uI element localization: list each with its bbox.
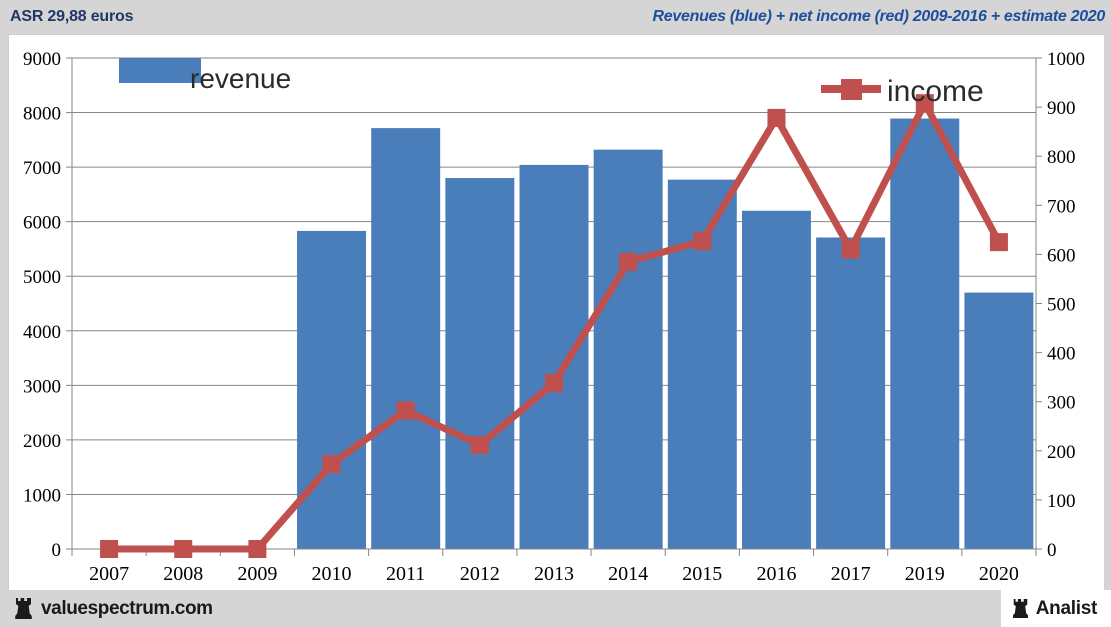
chart-panel: 0 1000 2000 3000 4000 5000 6000 7000 8000 9000 0 10…	[8, 34, 1104, 591]
bar	[445, 178, 515, 549]
chart-svg: 0 1000 2000 3000 4000 5000 6000 7000 8000 9000 0 10…	[9, 35, 1104, 591]
y-tick-label-left: 5000	[23, 267, 61, 288]
chart-title: Revenues (blue) + net income (red) 2009-…	[652, 8, 1106, 25]
x-tick-label: 2013	[534, 563, 574, 585]
y-axis-right: 0 100 200 300 400 500 600 700 800 900 1000	[1036, 49, 1085, 561]
legend-marker-income	[841, 79, 862, 100]
analist-label: Analist	[1035, 597, 1098, 619]
y-tick-label-left: 9000	[23, 49, 61, 70]
y-tick-label-right: 900	[1047, 98, 1076, 119]
y-tick-label-left: 8000	[23, 104, 61, 125]
income-marker	[100, 540, 119, 558]
y-tick-label-right: 700	[1047, 196, 1076, 217]
y-tick-label-left: 4000	[23, 322, 61, 343]
window-footer: valuespectrum.com Analist	[0, 590, 1111, 627]
y-tick-label-left: 7000	[23, 158, 61, 179]
brand[interactable]: valuespectrum.com	[0, 597, 213, 621]
x-tick-label: 2012	[460, 563, 500, 585]
legend-item-income: income	[821, 75, 984, 108]
x-tick-label: 2008	[163, 563, 203, 585]
y-tick-label-left: 3000	[23, 376, 61, 397]
y-tick-label-left: 6000	[23, 213, 61, 234]
legend-swatch-revenue	[119, 58, 201, 83]
y-tick-label-right: 600	[1047, 245, 1076, 266]
income-marker	[470, 435, 489, 454]
x-tick-label: 2011	[386, 563, 425, 585]
analist-badge[interactable]: Analist	[1000, 590, 1111, 627]
x-tick-label: 2010	[312, 563, 352, 585]
legend-item-revenue: revenue	[119, 58, 291, 94]
income-marker	[767, 108, 786, 127]
y-tick-label-left: 1000	[23, 485, 61, 506]
x-tick-label: 2009	[237, 563, 277, 585]
y-tick-label-right: 500	[1047, 295, 1076, 316]
bar	[816, 237, 886, 549]
bar	[297, 230, 367, 550]
x-tick-label: 2019	[905, 563, 945, 585]
y-tick-label-right: 400	[1047, 344, 1076, 365]
income-marker	[915, 94, 934, 113]
y-tick-label-right: 300	[1047, 393, 1076, 414]
y-axis-left: 0 1000 2000 3000 4000 5000 6000 7000 8000 9000	[23, 49, 72, 561]
legend-label-income: income	[887, 75, 984, 108]
bar	[371, 128, 441, 549]
plot-area: 0 1000 2000 3000 4000 5000 6000 7000 8000 9000 0 10…	[9, 35, 1104, 591]
x-tick-label: 2007	[89, 563, 129, 585]
bar	[741, 210, 811, 549]
y-tick-label-right: 200	[1047, 442, 1076, 463]
y-tick-label-right: 100	[1047, 491, 1076, 512]
y-tick-label-left: 2000	[23, 431, 61, 452]
legend-label-revenue: revenue	[190, 63, 291, 94]
y-tick-label-right: 800	[1047, 147, 1076, 168]
ticker-price-label: ASR 29,88 euros	[10, 8, 134, 25]
x-tick-label: 2015	[682, 563, 722, 585]
income-marker	[248, 540, 267, 558]
income-marker	[396, 401, 415, 420]
x-tick-label: 2020	[979, 563, 1019, 585]
x-tick-label: 2016	[756, 563, 796, 585]
income-marker	[545, 374, 563, 393]
y-tick-label-left: 0	[52, 540, 62, 561]
x-tick-label: 2017	[831, 563, 871, 585]
income-marker	[322, 455, 341, 474]
bar	[964, 292, 1034, 549]
line-series	[100, 94, 1008, 558]
bar	[890, 118, 960, 549]
income-marker	[693, 232, 712, 251]
rook-icon	[15, 597, 32, 619]
income-marker	[841, 240, 860, 259]
income-marker	[619, 252, 638, 271]
income-marker	[174, 540, 193, 558]
y-tick-label-right: 1000	[1047, 49, 1085, 70]
bar-series	[297, 118, 1034, 550]
income-marker	[989, 233, 1008, 252]
brand-label: valuespectrum.com	[41, 597, 213, 619]
window-header: ASR 29,88 euros Revenues (blue) + net in…	[0, 0, 1111, 34]
bar	[519, 164, 589, 549]
rook-icon	[1012, 598, 1028, 618]
x-axis: 2007 2008 2009 2010 2011 2012 2013 2014 2015 2016…	[71, 549, 1037, 585]
bar	[593, 149, 663, 550]
x-tick-label: 2014	[608, 563, 648, 585]
y-tick-label-right: 0	[1047, 540, 1057, 561]
